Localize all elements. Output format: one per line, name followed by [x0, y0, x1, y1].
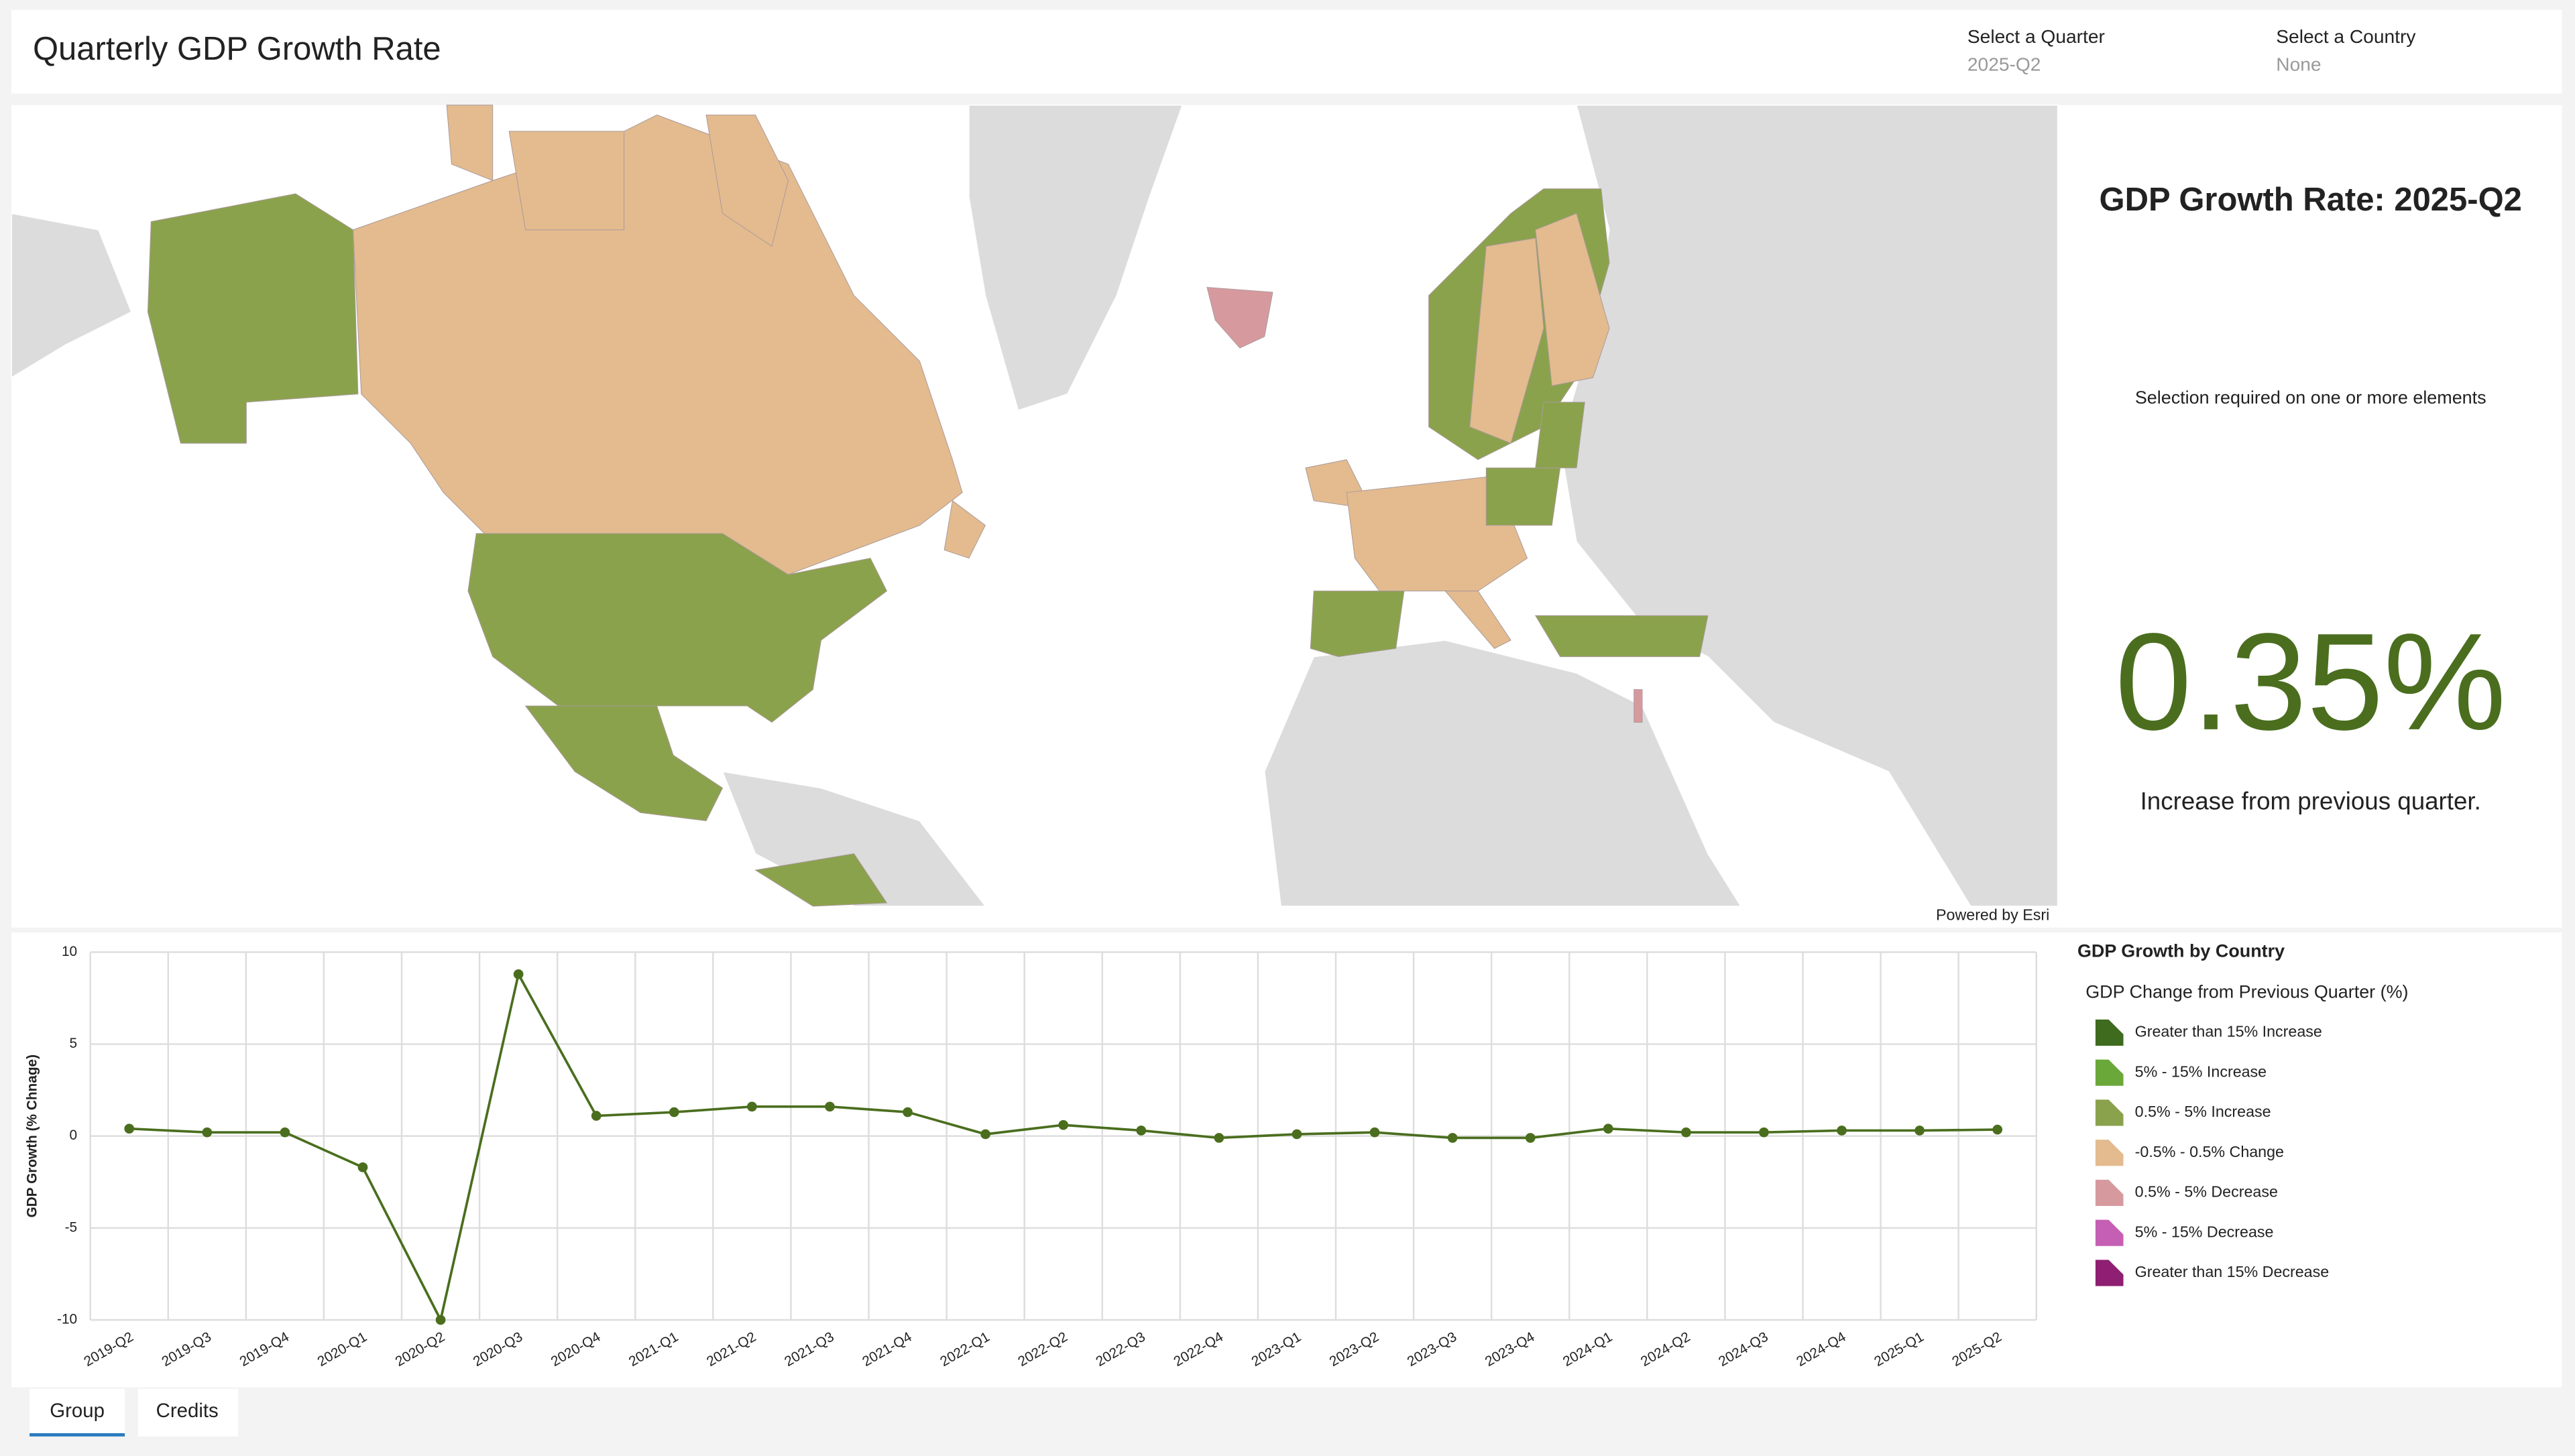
legend-swatch [2095, 1140, 2124, 1166]
y-tick-label: -5 [65, 1219, 78, 1235]
legend-label: 5% - 15% Decrease [2135, 1223, 2274, 1240]
legend-swatch [2095, 1019, 2124, 1046]
data-point [1447, 1133, 1458, 1143]
country [467, 533, 888, 723]
country [1444, 591, 1511, 649]
country [1535, 213, 1610, 387]
country [147, 193, 359, 444]
tab[interactable] [137, 1388, 239, 1437]
country [353, 114, 963, 575]
summary-caption: Increase from previous quarter. [2140, 787, 2481, 814]
land [968, 105, 1184, 412]
tab-label[interactable]: Credits [156, 1400, 219, 1422]
legend-swatch [2095, 1059, 2124, 1086]
data-point [980, 1129, 990, 1140]
data-point [513, 969, 524, 979]
data-point [1837, 1126, 1847, 1136]
data-point [124, 1124, 135, 1134]
legend-swatch [2095, 1219, 2124, 1246]
country [1485, 467, 1561, 526]
country [1535, 402, 1585, 469]
map[interactable] [11, 105, 2059, 907]
country [1534, 615, 1709, 658]
country [1310, 591, 1405, 658]
country [524, 705, 724, 822]
y-tick-label: 5 [70, 1036, 78, 1051]
y-axis-title: GDP Growth (% Chnage) [24, 1054, 40, 1217]
legend-label: 0.5% - 5% Decrease [2135, 1183, 2278, 1201]
country [508, 131, 625, 231]
data-point [1525, 1133, 1536, 1143]
country [943, 500, 986, 559]
legend-label: Greater than 15% Decrease [2135, 1263, 2330, 1280]
data-point [747, 1101, 757, 1112]
legend: Greater than 15% Increase 5% - 15% Increa… [2095, 1019, 2330, 1286]
data-point [1759, 1127, 1769, 1138]
legend-subtitle: GDP Change from Previous Quarter (%) [2085, 982, 2408, 1002]
data-point [1369, 1127, 1380, 1138]
dashboard-title: Quarterly GDP Growth Rate [33, 31, 441, 67]
legend-title: GDP Growth by Country [2077, 941, 2285, 961]
data-point [435, 1315, 446, 1325]
header [11, 9, 2562, 94]
land [722, 771, 986, 907]
country [1634, 689, 1643, 723]
legend-label: Greater than 15% Increase [2135, 1023, 2322, 1040]
y-tick-label: -10 [57, 1311, 77, 1327]
country [1469, 237, 1544, 444]
country [754, 853, 888, 907]
country [446, 105, 494, 182]
legend-swatch [2095, 1260, 2124, 1286]
filter-value[interactable]: None [2276, 54, 2321, 74]
legend-label: 0.5% - 5% Increase [2135, 1103, 2271, 1120]
y-tick-label: 10 [62, 944, 77, 959]
data-point [1603, 1124, 1613, 1134]
country [1206, 287, 1273, 349]
land [1263, 640, 1742, 907]
tab-label[interactable]: Group [50, 1400, 105, 1422]
data-point [669, 1107, 679, 1117]
filter-value[interactable]: 2025-Q2 [1967, 54, 2041, 74]
land [11, 213, 132, 379]
legend-swatch [2095, 1099, 2124, 1126]
summary-title: GDP Growth Rate: 2025-Q2 [2099, 182, 2521, 218]
summary-notice: Selection required on one or more elemen… [2135, 387, 2486, 408]
data-point [1681, 1127, 1691, 1138]
tab[interactable] [30, 1388, 125, 1437]
data-point [357, 1162, 368, 1172]
data-point [1214, 1133, 1224, 1143]
legend-label: -0.5% - 0.5% Change [2135, 1143, 2284, 1160]
data-point [591, 1111, 602, 1121]
data-point [825, 1101, 835, 1112]
legend-label: 5% - 15% Increase [2135, 1063, 2267, 1080]
filter-label[interactable]: Select a Quarter [1967, 26, 2105, 47]
filter-label[interactable]: Select a Country [2276, 26, 2416, 47]
data-point [202, 1127, 213, 1138]
data-point [1136, 1126, 1147, 1136]
data-point [1292, 1129, 1302, 1140]
y-tick-label: 0 [70, 1128, 78, 1143]
legend-swatch [2095, 1179, 2124, 1207]
data-point [1992, 1124, 2003, 1135]
map-attribution[interactable]: Powered by Esri [1936, 906, 2049, 924]
data-point [1914, 1126, 1925, 1136]
data-point [1058, 1119, 1069, 1130]
summary-value: 0.35% [2115, 605, 2506, 759]
summary-panel [2057, 105, 2562, 928]
country [705, 114, 789, 247]
data-point [280, 1127, 290, 1138]
data-point [903, 1107, 913, 1117]
tab-indicator [30, 1433, 125, 1437]
